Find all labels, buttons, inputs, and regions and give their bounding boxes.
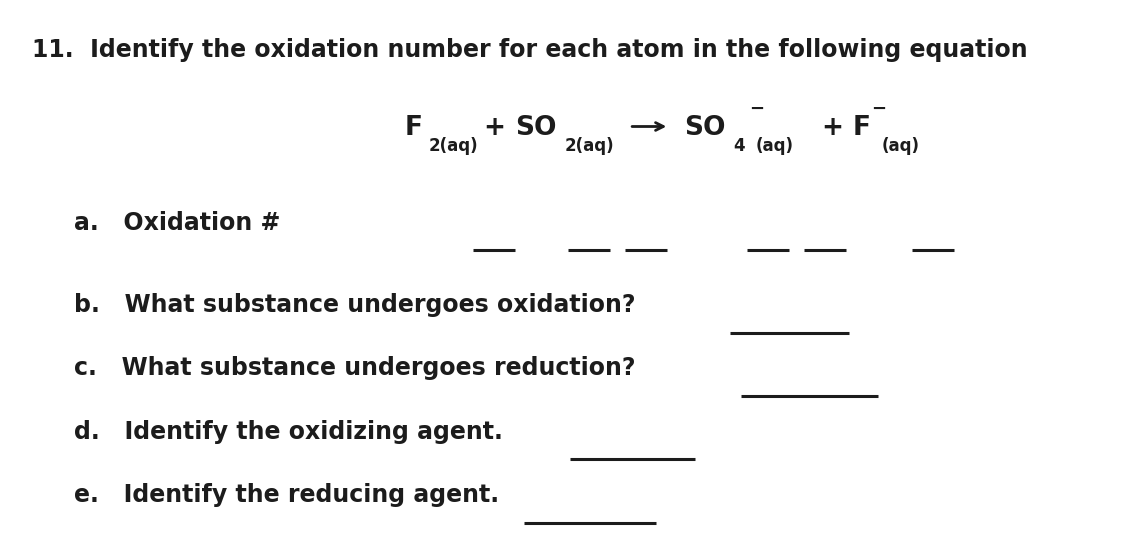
Text: −: −: [749, 100, 764, 118]
Text: (aq): (aq): [881, 138, 919, 155]
Text: c.   What substance undergoes reduction?: c. What substance undergoes reduction?: [74, 356, 636, 381]
Text: SO: SO: [684, 115, 725, 141]
Text: 2(aq): 2(aq): [429, 138, 479, 155]
Text: +: +: [483, 115, 505, 141]
Text: −: −: [871, 100, 886, 118]
Text: a.   Oxidation #: a. Oxidation #: [74, 211, 280, 235]
Text: (aq): (aq): [756, 138, 793, 155]
Text: SO: SO: [515, 115, 556, 141]
Text: 2(aq): 2(aq): [564, 138, 614, 155]
Text: e.   Identify the reducing agent.: e. Identify the reducing agent.: [74, 483, 499, 507]
Text: 11.  Identify the oxidation number for each atom in the following equation: 11. Identify the oxidation number for ea…: [32, 39, 1027, 63]
Text: d.   Identify the oxidizing agent.: d. Identify the oxidizing agent.: [74, 420, 503, 444]
Text: F: F: [853, 115, 871, 141]
Text: b.   What substance undergoes oxidation?: b. What substance undergoes oxidation?: [74, 293, 636, 317]
Text: F: F: [405, 115, 423, 141]
Text: +: +: [821, 115, 842, 141]
Text: 4: 4: [733, 138, 744, 155]
